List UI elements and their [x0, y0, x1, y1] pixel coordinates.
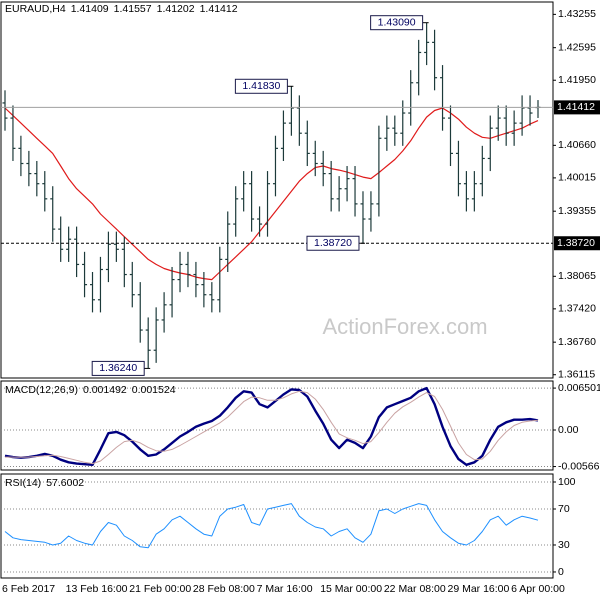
y-tick-label: 1.40660	[558, 139, 596, 151]
x-tick-label: 6 Feb 2017	[2, 583, 55, 595]
header-value: 0.001492	[83, 384, 127, 396]
current-price-label: 1.41412	[557, 101, 595, 113]
panel-header: EURAUD,H4 1.41409 1.41557 1.41202 1.41412	[5, 3, 238, 15]
current-price-box	[554, 100, 600, 115]
header-value: 1.41202	[157, 3, 195, 15]
panel-header: MACD(12,26,9) 0.001492 0.001524	[5, 384, 176, 396]
annotation-box	[306, 235, 360, 251]
y-tick-label: 30	[558, 539, 570, 551]
y-tick-label: 1.40015	[558, 172, 596, 184]
annotation-box	[234, 78, 288, 94]
y-tick-label: 1.38065	[558, 270, 596, 282]
y-tick-label: 0.006501	[558, 382, 600, 394]
x-tick-label: 29 Mar 16:00	[447, 583, 509, 595]
y-tick-label: 1.36760	[558, 336, 596, 348]
level-label: 1.38720	[557, 237, 595, 249]
annotation-label: 1.38720	[314, 237, 352, 249]
y-tick-label: 1.43255	[558, 8, 596, 20]
y-tick-label: 70	[558, 503, 570, 515]
annotation-label: 1.43090	[378, 16, 416, 28]
x-tick-label: 13 Feb 16:00	[66, 583, 128, 595]
series-line	[4, 386, 539, 466]
header-value: 1.41409	[71, 3, 109, 15]
series-line	[5, 390, 539, 465]
header-title: MACD(12,26,9)	[5, 384, 78, 396]
panel-frame	[0, 473, 554, 579]
series-line	[4, 107, 539, 281]
x-tick-label: 15 Mar 00:00	[320, 583, 382, 595]
panel-frame	[0, 1, 554, 379]
x-tick-label: 7 Mar 16:00	[257, 583, 313, 595]
panel-frame	[0, 380, 554, 471]
watermark: ActionForex.com	[322, 314, 487, 339]
level-box	[554, 236, 600, 251]
header-title: EURAUD,H4	[5, 3, 66, 15]
annotation-box	[370, 15, 424, 31]
x-tick-label: 22 Mar 08:00	[384, 583, 446, 595]
y-tick-label: 1.36115	[558, 369, 595, 381]
series-line	[4, 503, 539, 549]
x-tick-label: 6 Apr 00:00	[511, 583, 565, 595]
y-tick-label: 1.39355	[558, 205, 596, 217]
header-value: 1.41412	[200, 3, 238, 15]
y-tick-label: 1.37420	[558, 303, 596, 315]
x-tick-label: 21 Feb 00:00	[129, 583, 191, 595]
y-tick-label: 100	[558, 476, 576, 488]
annotation-label: 1.41830	[242, 80, 280, 92]
header-value: 57.6002	[46, 477, 84, 489]
y-tick-label: 1.41950	[558, 74, 596, 86]
x-tick-label: 28 Feb 08:00	[193, 583, 255, 595]
header-value: 0.001524	[132, 384, 176, 396]
header-title: RSI(14)	[5, 477, 41, 489]
panel-header: RSI(14) 57.6002	[5, 477, 84, 489]
annotation-label: 1.36240	[99, 362, 137, 374]
y-tick-label: 0	[558, 566, 564, 578]
y-tick-label: 0.00	[558, 424, 579, 436]
y-tick-label: -0.005666	[558, 460, 600, 472]
y-tick-label: 1.42595	[558, 41, 596, 53]
header-value: 1.41557	[114, 3, 152, 15]
annotation-box	[91, 360, 145, 376]
